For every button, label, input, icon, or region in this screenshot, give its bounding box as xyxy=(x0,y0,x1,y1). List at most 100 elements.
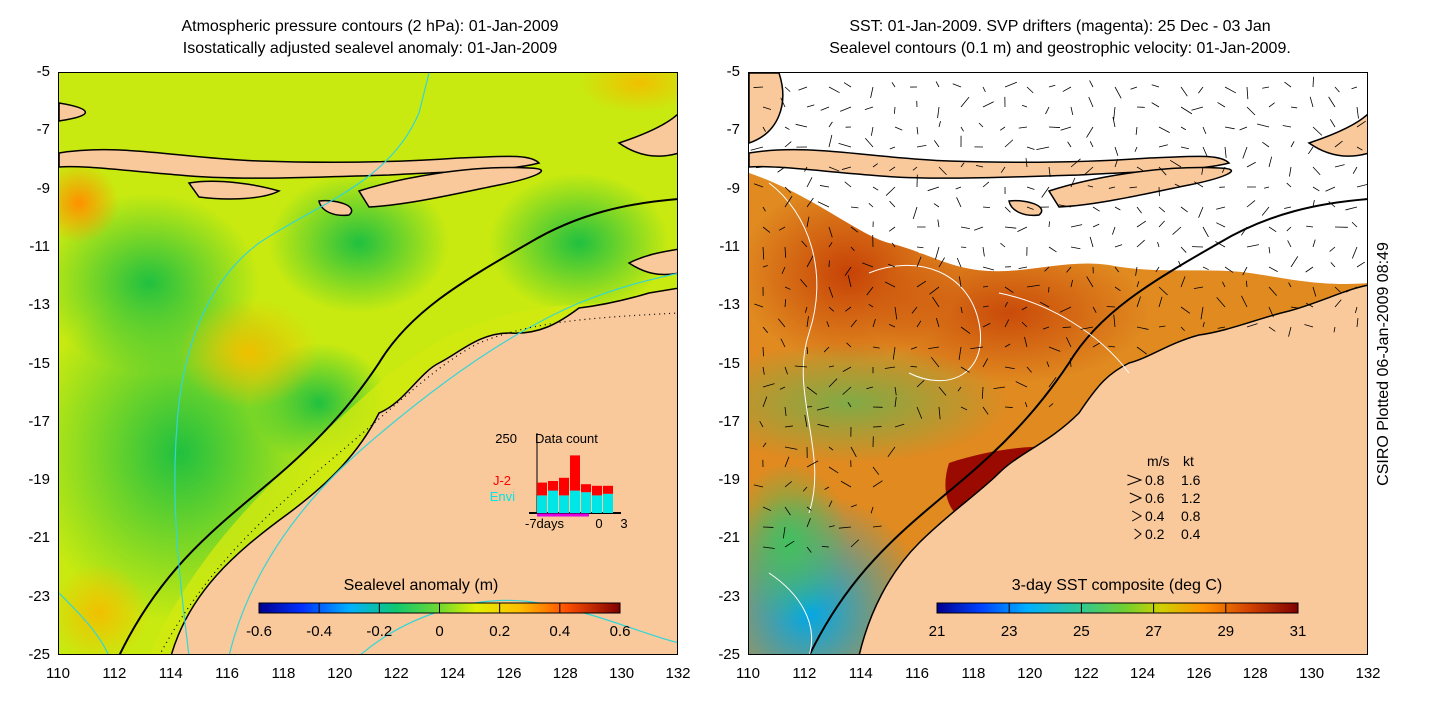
velocity-arrow xyxy=(916,126,919,135)
velocity-arrow xyxy=(1246,323,1258,328)
velocity-arrow xyxy=(1193,181,1204,188)
velocity-arrow xyxy=(1217,326,1226,329)
velocity-arrow xyxy=(1264,186,1270,189)
velocity-arrow xyxy=(1284,206,1292,209)
velocity-arrow xyxy=(889,200,896,208)
velocity-arrow xyxy=(1262,141,1270,148)
velocity-arrow xyxy=(892,346,896,360)
velocity-arrow xyxy=(938,257,945,268)
velocity-arrow xyxy=(1329,119,1336,128)
velocity-arrow xyxy=(1070,246,1081,250)
velocity-arrow xyxy=(870,86,874,99)
velocity-arrow xyxy=(1325,186,1336,192)
velocity-arrow xyxy=(1113,314,1116,328)
velocity-arrow xyxy=(935,317,940,328)
velocity-arrow xyxy=(1136,166,1143,171)
velocity-arrow xyxy=(1130,86,1138,90)
velocity-arrow xyxy=(1268,326,1276,332)
velocity-arrow xyxy=(1017,226,1028,232)
velocity-arrow xyxy=(982,246,985,257)
velocity-arrow xyxy=(778,226,786,231)
velocity-arrow xyxy=(938,166,947,176)
velocity-arrow xyxy=(1329,246,1336,252)
velocity-arrow xyxy=(828,121,833,128)
velocity-arrow xyxy=(1352,166,1358,174)
velocity-arrow xyxy=(888,324,896,328)
sealevel-contour xyxy=(998,292,1130,374)
velocity-arrow xyxy=(916,379,925,388)
velocity-arrow xyxy=(1048,403,1054,408)
velocity-arrow xyxy=(935,81,940,88)
velocity-arrow xyxy=(784,540,795,548)
velocity-arrow xyxy=(1036,146,1050,151)
velocity-arrow xyxy=(911,306,918,314)
velocity-arrow xyxy=(1304,324,1314,328)
velocity-arrow xyxy=(910,365,918,368)
right-x-tick-label: 110 xyxy=(736,665,760,682)
velocity-arrow xyxy=(777,166,786,173)
velocity-arrow xyxy=(1086,126,1094,138)
velocity-arrow xyxy=(762,366,765,375)
velocity-arrow xyxy=(1241,295,1248,308)
left-x-tick-label: 132 xyxy=(665,665,691,682)
velocity-arrow xyxy=(784,126,790,130)
velocity-arrow xyxy=(1268,266,1278,272)
velocity-arrow xyxy=(1021,104,1028,108)
velocity-arrow xyxy=(838,526,852,529)
velocity-arrow xyxy=(850,206,859,209)
velocity-arrow xyxy=(780,97,786,108)
velocity-arrow xyxy=(1268,286,1278,296)
velocity-arrow xyxy=(916,320,922,328)
velocity-arrow xyxy=(1086,276,1094,288)
right-y-tick-label: -7 xyxy=(726,121,740,139)
velocity-arrow xyxy=(779,386,786,390)
velocity-arrow xyxy=(1216,206,1226,210)
velocity-arrow xyxy=(993,386,1006,389)
velocity-arrow xyxy=(894,396,897,408)
velocity-arrow xyxy=(798,86,808,91)
velocity-arrow xyxy=(870,506,874,514)
velocity-arrow xyxy=(894,306,898,320)
key-value-kt: 0.8 xyxy=(1181,508,1201,524)
velocity-arrow xyxy=(1018,126,1028,129)
right-y-tick-label: -5 xyxy=(726,63,740,80)
velocity-arrow xyxy=(1048,84,1056,88)
velocity-arrow xyxy=(872,466,880,475)
velocity-arrow xyxy=(1136,239,1145,248)
velocity-arrow xyxy=(802,486,808,492)
velocity-arrow xyxy=(828,134,833,148)
velocity-arrow xyxy=(1004,139,1014,148)
left-x-tick-label: 120 xyxy=(327,665,353,682)
inset-ymax-label: 250 xyxy=(495,431,517,446)
left-y-tick-label: -17 xyxy=(28,412,50,430)
velocity-arrow xyxy=(1136,220,1146,228)
velocity-arrow xyxy=(806,104,815,108)
velocity-arrow xyxy=(1004,319,1010,328)
sealevel-contour xyxy=(768,182,818,514)
velocity-arrow xyxy=(1151,84,1160,88)
velocity-arrow xyxy=(1048,376,1057,388)
velocity-arrow xyxy=(784,406,787,417)
velocity-arrow xyxy=(1015,381,1028,388)
velocity-arrow xyxy=(1282,125,1292,128)
velocity-arrow xyxy=(1224,146,1227,158)
velocity-arrow xyxy=(927,186,940,192)
velocity-arrow xyxy=(850,446,857,458)
velocity-arrow xyxy=(1180,246,1187,253)
velocity-arrow xyxy=(1048,246,1057,253)
velocity-arrow xyxy=(804,414,808,428)
velocity-arrow xyxy=(1048,346,1061,352)
velocity-arrow xyxy=(1356,318,1359,328)
velocity-arrow xyxy=(891,242,896,248)
velocity-arrow xyxy=(912,206,918,220)
right-colorbar-ticks: 21 23 25 27 29 31 xyxy=(929,603,1306,640)
velocity-arrow xyxy=(1268,246,1271,254)
velocity-arrow xyxy=(806,460,819,468)
velocity-arrow xyxy=(1356,146,1363,151)
velocity-arrow xyxy=(828,500,833,508)
velocity-arrow xyxy=(1180,146,1190,150)
velocity-arrow xyxy=(1048,286,1050,293)
velocity-arrow xyxy=(958,346,962,360)
velocity-arrow xyxy=(1158,296,1163,308)
velocity-arrow xyxy=(1284,81,1292,88)
